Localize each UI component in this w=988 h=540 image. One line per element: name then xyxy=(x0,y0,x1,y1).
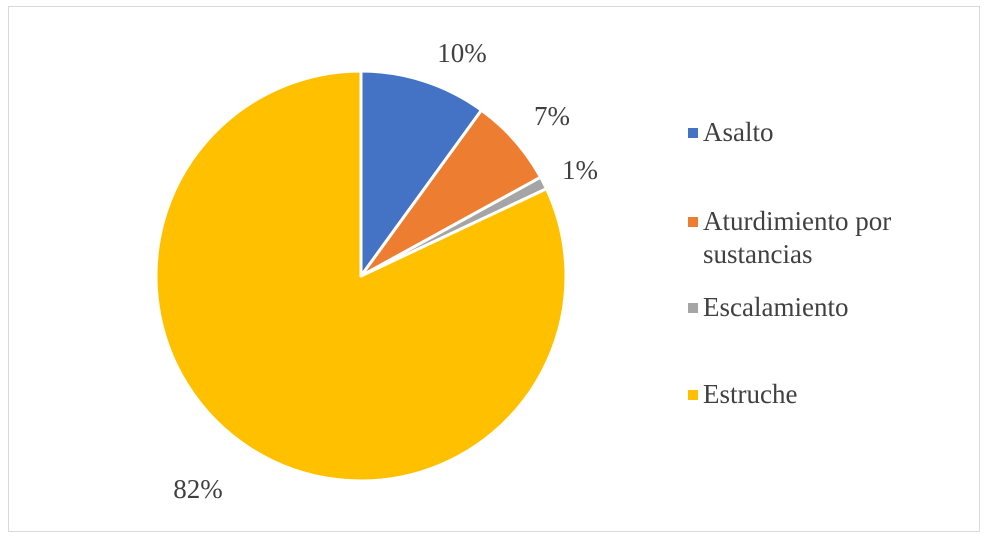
data-label-aturdimiento: 7% xyxy=(534,101,570,131)
legend-swatch-estruche xyxy=(688,390,698,400)
legend-item-estruche: Estruche xyxy=(688,378,953,411)
legend-label-escalamiento: Escalamiento xyxy=(703,292,849,322)
legend-item-aturdimiento: Aturdimiento por sustancias xyxy=(688,205,953,271)
legend-label-asalto: Asalto xyxy=(703,117,774,147)
pie-slice-asalto xyxy=(359,69,483,278)
legend-swatch-aturdimiento xyxy=(688,217,698,227)
pie-slice-estruche xyxy=(154,69,568,483)
legend-label-estruche: Estruche xyxy=(703,379,798,409)
data-label-escalamiento: 1% xyxy=(562,155,598,185)
legend-swatch-escalamiento xyxy=(688,303,698,313)
legend-swatch-asalto xyxy=(688,128,698,138)
legend-item-escalamiento: Escalamiento xyxy=(688,291,953,324)
chart-legend: Asalto Aturdimiento por sustancias Escal… xyxy=(688,0,968,540)
data-label-estruche: 82% xyxy=(173,474,223,504)
data-label-asalto: 10% xyxy=(437,38,487,68)
legend-item-asalto: Asalto xyxy=(688,116,953,149)
legend-label-aturdimiento: Aturdimiento por sustancias xyxy=(703,206,892,269)
